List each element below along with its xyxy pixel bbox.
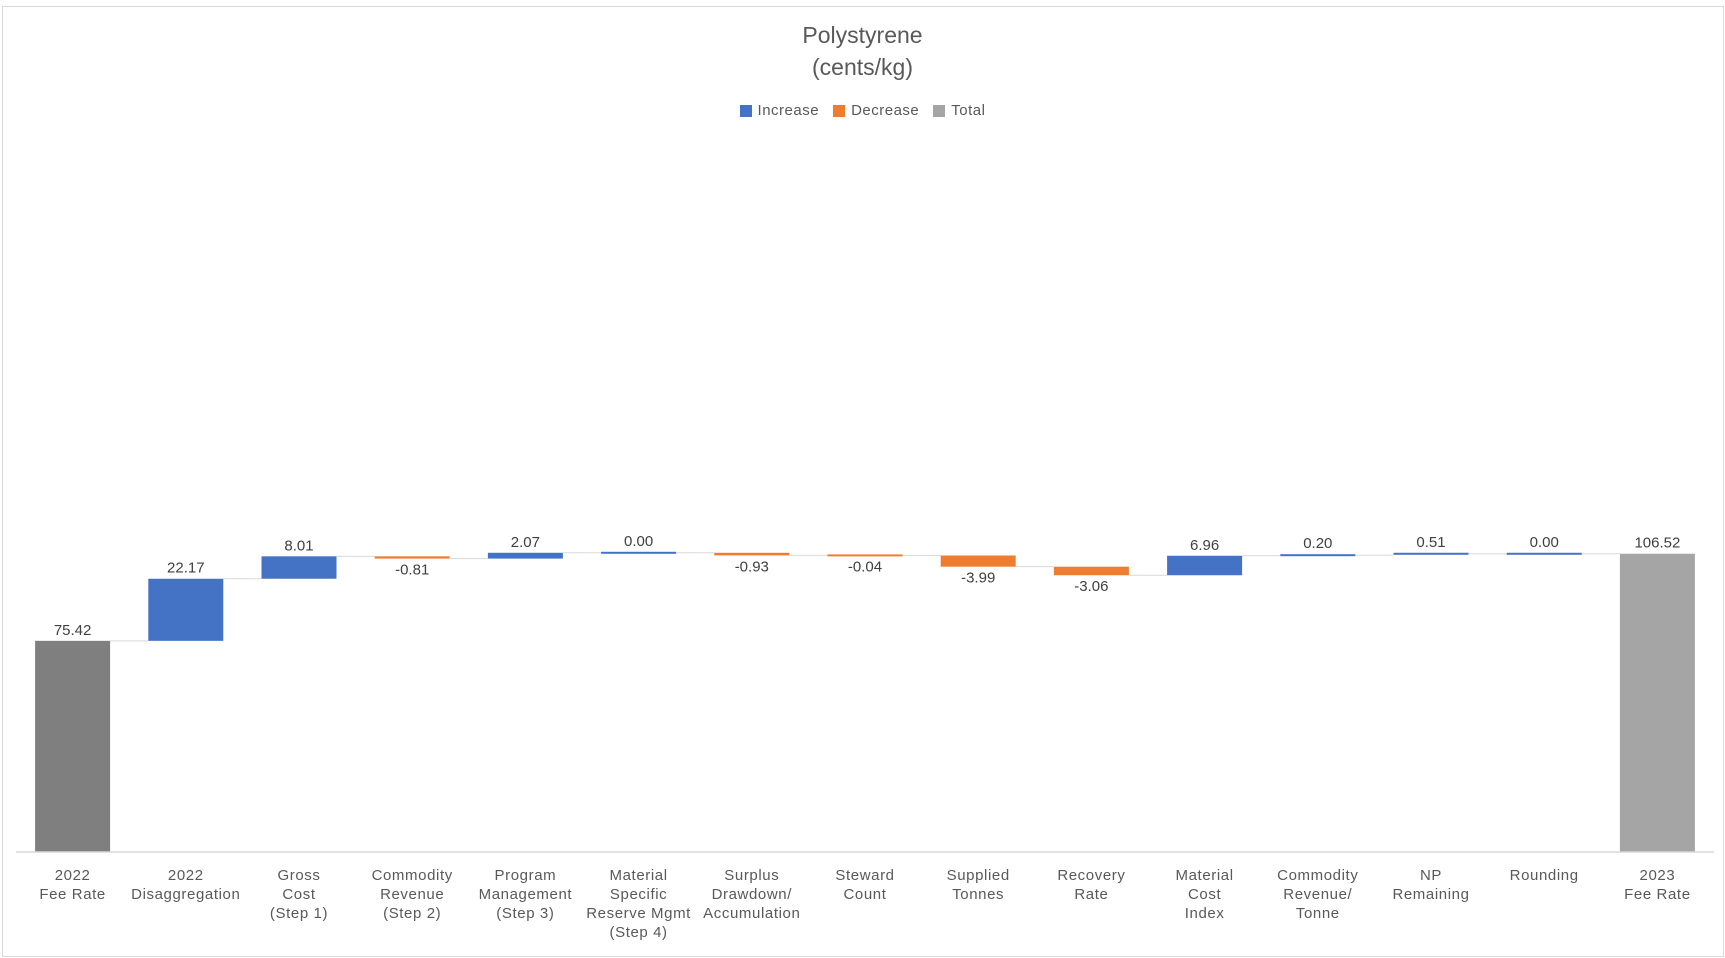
data-label-11: 6.96 [1190,537,1219,554]
category-label-11: Material Cost Index [1145,866,1265,923]
category-label-line: Accumulation [703,905,801,922]
legend-item-total: Total [933,102,985,119]
category-label-line: 2022 [54,867,91,884]
legend-label-increase: Increase [757,102,820,119]
category-label-line: Management [478,886,573,903]
data-label-13: 0.51 [1416,534,1445,551]
chart-frame [2,6,1724,957]
category-label-line: Steward [835,867,895,884]
chart-title: Polystyrene (cents/kg) [0,19,1725,83]
legend-swatch-decrease [833,104,846,117]
data-label-6: 0.00 [624,533,653,550]
category-label-line: Supplied [946,867,1010,884]
category-label-line: (Step 1) [269,905,329,922]
category-label-1: 2022 Fee Rate [13,866,133,904]
waterfall-bar-4 [374,556,450,559]
data-label-7: -0.93 [735,558,769,575]
category-label-7: Surplus Drawdown/Accumulation [692,866,812,923]
data-label-3: 8.01 [284,537,313,554]
category-label-line: NP [1419,867,1443,884]
category-label-line: 2022 [167,867,204,884]
category-label-line: Cost [282,886,316,903]
category-label-line: Gross [277,867,321,884]
category-label-2: 2022 Disaggregation [126,866,246,904]
category-label-line: (Step 3) [496,905,555,922]
chart-title-line-2: (cents/kg) [812,54,913,80]
waterfall-bar-10 [1053,566,1129,576]
data-label-14: 0.00 [1530,534,1559,551]
legend-label-total: Total [951,102,986,119]
legend-swatch-increase [739,104,752,117]
category-label-line: Commodity [1277,867,1359,884]
category-label-line: Revenue/ [1283,886,1353,903]
category-label-15: 2023 Fee Rate [1597,866,1717,904]
data-label-8: -0.04 [848,559,882,576]
category-label-line: Tonne [1295,905,1340,922]
category-label-line: Index [1184,905,1225,922]
data-label-12: 0.20 [1303,535,1332,552]
category-label-line: 2023 [1639,867,1676,884]
category-label-12: Commodity Revenue/Tonne [1258,866,1378,923]
data-label-4: -0.81 [395,562,429,579]
category-label-5: Program Management (Step 3) [465,866,585,923]
category-label-line: (Step 2) [383,905,442,922]
category-label-line: Material [1175,867,1234,884]
category-label-line: Revenue [380,886,445,903]
data-label-15: 106.52 [1634,535,1680,552]
category-label-line: Rounding [1509,867,1579,884]
category-label-line: Rate [1074,886,1109,903]
category-label-line: Remaining [1392,886,1470,903]
data-label-1: 75.42 [54,622,92,639]
waterfall-bar-11 [1167,555,1243,576]
waterfall-bar-12 [1280,554,1356,557]
waterfall-bar-5 [487,552,563,559]
category-label-line: Surplus [724,867,780,884]
category-label-line: Drawdown/ [711,886,793,903]
category-label-3: Gross Cost (Step 1) [239,866,359,923]
category-label-10: Recovery Rate [1031,866,1151,904]
chart-legend: Increase Decrease Total [0,102,1725,119]
category-label-line: Commodity [371,867,453,884]
category-label-line: Tonnes [952,886,1005,903]
legend-item-decrease: Decrease [833,102,919,119]
chart-title-line-1: Polystyrene [802,22,923,48]
category-label-13: NP Remaining [1371,866,1491,904]
category-label-line: Fee Rate [39,886,106,903]
category-label-line: Reserve Mgmt [586,905,691,922]
category-label-line: Recovery [1057,867,1126,884]
category-label-9: Supplied Tonnes [918,866,1038,904]
category-label-line: Specific [609,886,668,903]
legend-swatch-total [933,104,946,117]
category-label-8: Steward Count [805,866,925,904]
legend-label-decrease: Decrease [851,102,920,119]
waterfall-bar-14 [1506,552,1582,555]
category-label-6: Material Specific Reserve Mgmt (Step 4) [579,866,699,942]
waterfall-bar-1 [35,640,111,852]
category-label-line: Program [494,867,557,884]
category-label-4: Commodity Revenue (Step 2) [352,866,472,923]
waterfall-bar-2 [148,578,224,641]
category-label-line: Cost [1187,886,1222,903]
data-label-5: 2.07 [511,534,540,551]
category-label-line: Count [843,886,887,903]
category-label-line: Fee Rate [1624,886,1691,903]
category-label-14: Rounding [1484,866,1604,885]
waterfall-bar-7 [714,552,790,556]
category-label-line: Disaggregation [131,886,241,903]
category-label-line: Material [609,867,668,884]
waterfall-bar-15 [1619,553,1695,852]
category-label-line: (Step 4) [609,924,668,941]
data-label-10: -3.06 [1074,578,1108,595]
waterfall-bar-8 [827,554,903,557]
waterfall-bar-13 [1393,552,1469,555]
data-label-2: 22.17 [167,560,205,577]
waterfall-bar-3 [261,556,337,579]
data-label-9: -3.99 [961,570,995,587]
legend-item-increase: Increase [739,102,820,119]
waterfall-bar-6 [601,551,677,554]
waterfall-bar-9 [940,555,1016,567]
